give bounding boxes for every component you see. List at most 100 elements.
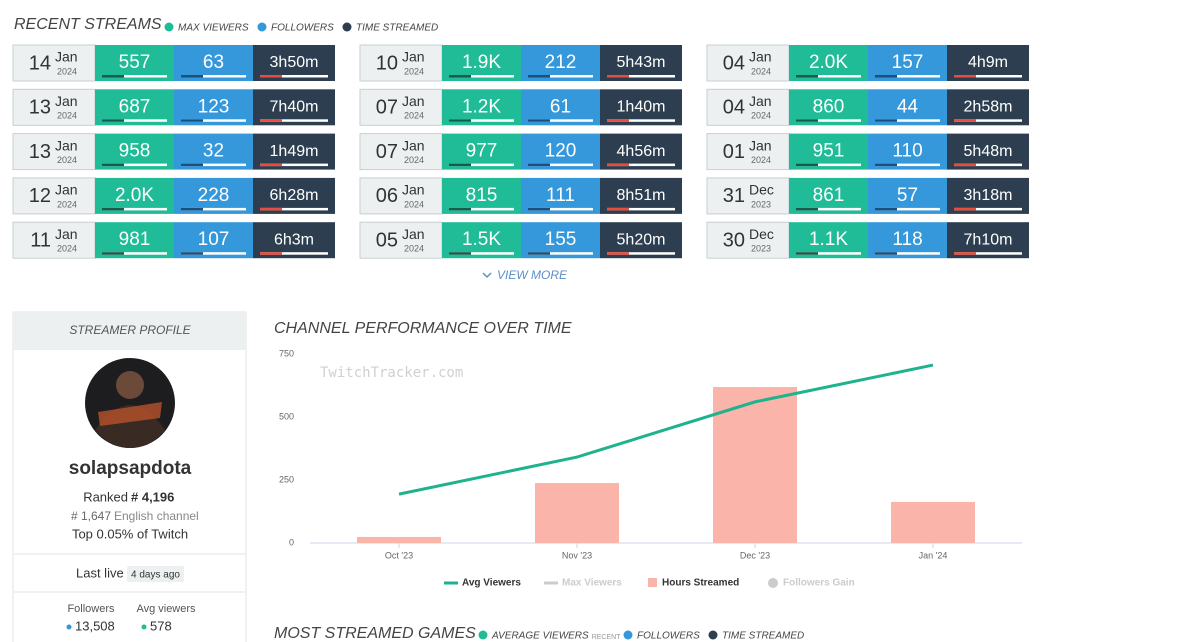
rank: # 4,196 — [131, 489, 174, 504]
max-viewers-bar — [449, 75, 514, 78]
lang-rank: # 1,647 — [71, 509, 111, 523]
date-box — [706, 221, 790, 259]
legend-dot[interactable] — [768, 578, 778, 588]
max-viewers-bar-fill — [102, 119, 124, 122]
time-streamed-bar — [260, 119, 328, 122]
followers: 110 — [892, 141, 922, 162]
max-viewers: 958 — [119, 141, 151, 162]
year: 2024 — [57, 111, 77, 121]
max-viewers-bar-fill — [449, 75, 471, 78]
legend-label: FOLLOWERS — [637, 631, 700, 642]
date-box — [12, 221, 96, 259]
followers-bar — [181, 252, 246, 255]
time-streamed-bar-fill — [607, 75, 629, 78]
followers-bar — [875, 207, 940, 211]
followers: 212 — [545, 52, 577, 73]
followers-bar — [875, 75, 940, 78]
stream-card[interactable]: 05 Jan 2024 1.5K 155 5h20m — [359, 221, 682, 259]
legend-label[interactable]: Avg Viewers — [462, 578, 521, 589]
time-streamed: 1h40m — [617, 99, 666, 116]
time-streamed-bar-fill — [954, 119, 976, 122]
max-viewers-bar-fill — [449, 252, 471, 255]
lang-label: English channel — [114, 509, 199, 523]
max-viewers: 1.2K — [462, 96, 501, 117]
day: 07 — [376, 97, 398, 119]
legend-dot — [708, 630, 718, 640]
followers: 123 — [198, 96, 230, 117]
stream-card[interactable]: 01 Jan 2024 951 110 5h48m — [706, 133, 1029, 171]
followers: 157 — [892, 52, 924, 73]
view-more[interactable]: VIEW MORE — [497, 268, 568, 282]
legend-label: FOLLOWERS — [271, 23, 334, 34]
year: 2024 — [57, 66, 77, 76]
x-tick-label: Nov '23 — [562, 550, 592, 560]
stat-value: 578 — [150, 618, 172, 633]
max-viewers-bar — [102, 252, 167, 255]
time-streamed: 4h9m — [968, 54, 1008, 71]
avatar-logo — [98, 402, 162, 426]
year: 2024 — [404, 199, 424, 209]
legend-label[interactable]: Max Viewers — [562, 578, 622, 589]
followers-bar — [528, 207, 593, 211]
max-viewers: 2.0K — [115, 185, 154, 206]
section-title: RECENT STREAMS — [14, 16, 162, 33]
date-box — [706, 133, 790, 171]
time-streamed-bar — [260, 207, 328, 211]
legend-dot — [342, 22, 352, 32]
stream-card[interactable]: 13 Jan 2024 958 32 1h49m — [12, 133, 335, 171]
date-box — [359, 44, 443, 82]
y-tick-label: 500 — [279, 411, 294, 421]
max-viewers-bar — [796, 252, 861, 255]
followers-bar-fill — [875, 207, 897, 211]
stream-card[interactable]: 07 Jan 2024 1.2K 61 1h40m — [359, 88, 682, 126]
year: 2024 — [57, 155, 77, 165]
followers: 118 — [892, 229, 922, 250]
max-viewers-bar — [796, 119, 861, 122]
date-box — [12, 88, 96, 126]
max-viewers: 1.5K — [462, 229, 501, 250]
time-streamed-bar-fill — [954, 207, 976, 211]
month: Jan — [55, 226, 78, 242]
legend-swatch[interactable] — [648, 578, 657, 587]
month: Jan — [402, 49, 425, 65]
followers: 111 — [546, 185, 575, 206]
followers-bar-fill — [875, 252, 897, 255]
time-streamed-bar-fill — [607, 119, 629, 122]
followers-bar — [528, 252, 593, 255]
stream-card[interactable]: 11 Jan 2024 981 107 6h3m — [12, 221, 335, 259]
followers: 155 — [545, 229, 577, 250]
time-streamed-bar — [607, 252, 675, 255]
time-streamed-bar — [954, 75, 1022, 78]
rank-label: Ranked — [83, 489, 128, 504]
stream-card[interactable]: 30 Dec 2023 1.1K 118 7h10m — [706, 221, 1029, 259]
year: 2024 — [751, 111, 771, 121]
year: 2024 — [404, 66, 424, 76]
followers-bar-fill — [528, 252, 550, 255]
max-viewers-bar — [796, 163, 861, 167]
day: 01 — [723, 141, 745, 163]
max-viewers: 860 — [813, 96, 845, 117]
legend-dot — [478, 630, 488, 640]
time-streamed: 5h43m — [617, 54, 666, 71]
time-streamed-bar-fill — [607, 207, 629, 211]
x-tick-label: Jan '24 — [919, 550, 948, 560]
chevron — [482, 272, 492, 279]
stream-card[interactable]: 13 Jan 2024 687 123 7h40m — [12, 88, 335, 126]
streamer-name[interactable]: solapsapdota — [69, 458, 192, 479]
bar — [713, 387, 797, 543]
legend-label[interactable]: Followers Gain — [783, 578, 855, 589]
max-viewers-bar-fill — [796, 252, 818, 255]
legend-label[interactable]: Hours Streamed — [662, 578, 739, 589]
time-streamed-bar-fill — [954, 163, 976, 167]
max-viewers-bar — [449, 163, 514, 167]
stream-card[interactable]: 07 Jan 2024 977 120 4h56m — [359, 133, 682, 171]
max-viewers-bar-fill — [102, 75, 124, 78]
followers-bar — [181, 119, 246, 122]
stream-card[interactable]: 04 Jan 2024 860 44 2h58m — [706, 88, 1029, 126]
